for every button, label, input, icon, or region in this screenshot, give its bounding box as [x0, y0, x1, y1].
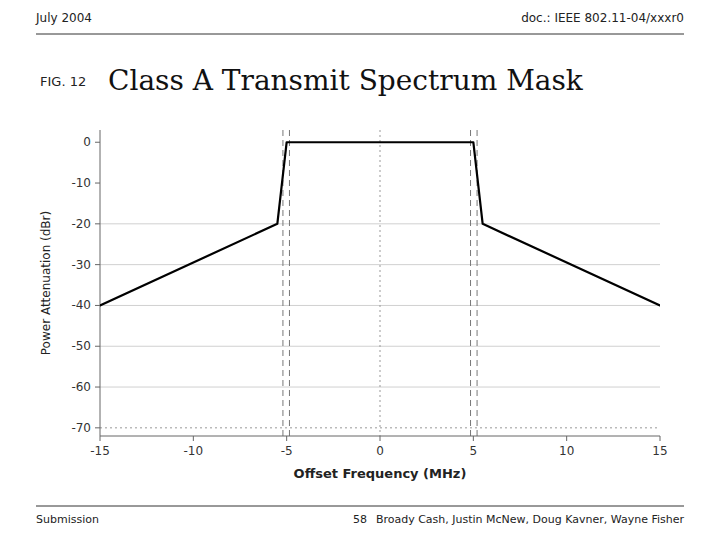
y-tick-label: 0	[83, 135, 91, 149]
x-axis-label: Offset Frequency (MHz)	[294, 466, 467, 481]
y-tick-label: -60	[71, 380, 91, 394]
header-right: doc.: IEEE 802.11-04/xxxr0	[521, 11, 684, 25]
y-tick-label: -50	[71, 339, 91, 353]
footer-rule	[36, 506, 684, 507]
y-tick-label: -70	[71, 421, 91, 435]
x-tick	[660, 436, 661, 441]
footer-left: Submission	[36, 513, 99, 526]
y-tick	[95, 427, 100, 428]
x-tick-label: 15	[652, 444, 667, 458]
header-rule	[36, 34, 684, 35]
y-tick	[95, 223, 100, 224]
footer-right: Broady Cash, Justin McNew, Doug Kavner, …	[376, 513, 685, 526]
header-left: July 2004	[35, 11, 92, 25]
h-reference-line	[100, 264, 660, 265]
x-tick	[566, 436, 567, 441]
mask-line	[100, 142, 660, 305]
x-tick	[286, 436, 287, 441]
x-tick	[473, 436, 474, 441]
y-axis-label: Power Attenuation (dBr)	[39, 211, 53, 355]
y-tick	[95, 264, 100, 265]
y-tick-label: -10	[71, 176, 91, 190]
y-tick	[95, 387, 100, 388]
y-tick-label: -30	[71, 258, 91, 272]
y-tick	[95, 142, 100, 143]
x-tick-label: -15	[90, 444, 110, 458]
title: Class A Transmit Spectrum Mask	[108, 64, 584, 97]
v-reference-line	[380, 130, 381, 436]
h-reference-line	[100, 223, 660, 224]
page: {"chart_data": { "type": "line", "title"…	[0, 0, 720, 540]
background	[0, 0, 720, 540]
y-tick	[95, 346, 100, 347]
x-tick	[380, 436, 381, 441]
fig-label: FIG. 12	[40, 74, 86, 89]
x-tick	[100, 436, 101, 441]
x-tick-label: -10	[184, 444, 204, 458]
chart: July 2004 doc.: IEEE 802.11-04/xxxr0 FIG. …	[0, 0, 720, 540]
y-tick	[95, 305, 100, 306]
y-axis-line	[100, 130, 101, 436]
y-tick	[95, 183, 100, 184]
footer-center: 58	[353, 513, 367, 526]
y-tick-label: -20	[71, 217, 91, 231]
x-tick	[193, 436, 194, 441]
x-tick-label: 10	[559, 444, 574, 458]
data	[100, 142, 660, 305]
x-tick-label: 0	[376, 444, 384, 458]
x-tick-label: 5	[470, 444, 478, 458]
v-reference-line	[289, 130, 290, 436]
x-tick-label: -5	[281, 444, 293, 458]
v-reference-line	[470, 130, 471, 436]
y-tick-label: -40	[71, 298, 91, 312]
reference-lines	[100, 130, 660, 436]
h-reference-line	[100, 427, 660, 428]
